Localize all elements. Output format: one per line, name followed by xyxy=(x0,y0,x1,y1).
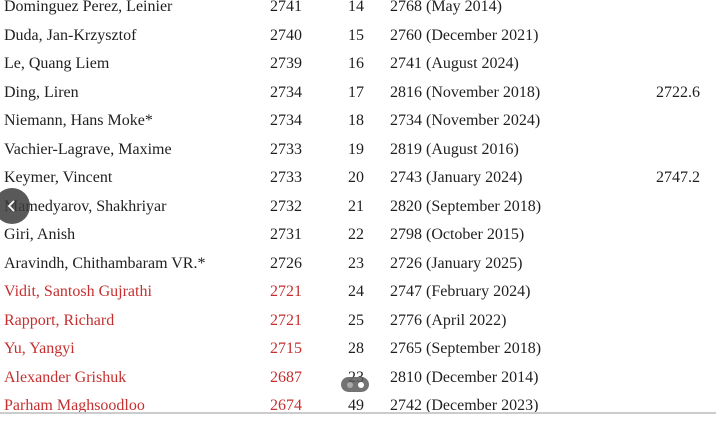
rating: 2740 xyxy=(270,26,302,44)
peak-rating: 2768 (May 2014) xyxy=(390,0,502,15)
peak-rating: 2734 (November 2024) xyxy=(390,112,541,129)
table-row: Le, Quang Liem 2739 16 2741 (August 2024) xyxy=(0,50,716,79)
peak-rating: 2820 (September 2018) xyxy=(390,197,542,215)
table-row: Vachier-Lagrave, Maxime 2733 19 2819 (Augus… xyxy=(0,136,716,165)
rank: 24 xyxy=(348,283,364,300)
rating: 2733 xyxy=(270,169,302,186)
table-row: Keymer, Vincent 2733 20 2743 (January 2024)… xyxy=(0,164,716,193)
table-row: Dominguez Perez, Leinier 2741 14 2768 (May … xyxy=(0,0,716,22)
table-row: Vidit, Santosh Gujrathi 2721 24 2747 (Febru… xyxy=(0,278,716,307)
table-row: Duda, Jan-Krzysztof 2740 15 2760 (December … xyxy=(0,22,716,51)
rating: 2721 xyxy=(270,283,302,300)
table-row: Yu, Yangyi 2715 28 2765 (September 2018) xyxy=(0,335,716,364)
player-name: Niemann, Hans Moke* xyxy=(4,112,153,129)
player-name: Dominguez Perez, Leinier xyxy=(4,0,173,15)
rank: 16 xyxy=(348,55,364,72)
divider xyxy=(0,412,716,414)
table-row: Giri, Anish 2731 22 2798 (October 2015) xyxy=(0,221,716,250)
player-name: Yu, Yangyi xyxy=(4,340,75,357)
table-row: Niemann, Hans Moke* 2734 18 2734 (November … xyxy=(0,107,716,136)
table-row: Mamedyarov, Shakhriyar 2732 21 2820 (Septem… xyxy=(0,193,716,222)
peak-rating: 2819 (August 2016) xyxy=(390,140,519,158)
peak-rating: 2765 (September 2018) xyxy=(390,340,542,357)
peak-rating: 2760 (December 2021) xyxy=(390,26,539,44)
rank: 25 xyxy=(348,311,364,329)
peak-rating: 2747 (February 2024) xyxy=(390,283,531,300)
peak-rating: 2743 (January 2024) xyxy=(390,169,523,186)
rank: 14 xyxy=(348,0,364,15)
peak-rating: 2810 (December 2014) xyxy=(390,368,539,386)
rating: 2734 xyxy=(270,83,302,101)
rank: 18 xyxy=(348,112,364,129)
player-name: Keymer, Vincent xyxy=(4,169,113,186)
player-name: Mamedyarov, Shakhriyar xyxy=(4,197,167,215)
rating: 2734 xyxy=(270,112,302,129)
player-name: Aravindh, Chithambaram VR.* xyxy=(4,254,206,272)
rating: 2721 xyxy=(270,311,302,329)
pager-dot-active[interactable] xyxy=(357,381,364,388)
player-name: Duda, Jan-Krzysztof xyxy=(4,26,137,44)
chevron-left-icon xyxy=(7,200,15,212)
back-button[interactable] xyxy=(0,188,30,224)
table-row: Parham Maghsoodloo 2674 49 2742 (December 2… xyxy=(0,392,716,421)
player-name: Giri, Anish xyxy=(4,226,76,243)
rank: 28 xyxy=(348,340,364,357)
peak-rating: 2816 (November 2018) xyxy=(390,83,541,101)
player-name: Parham Maghsoodloo xyxy=(4,397,145,414)
rank: 21 xyxy=(348,197,364,215)
rank: 15 xyxy=(348,26,364,44)
carousel-pager[interactable] xyxy=(341,377,369,392)
player-name: Vachier-Lagrave, Maxime xyxy=(4,140,172,158)
rating: 2732 xyxy=(270,197,302,215)
rating: 2726 xyxy=(270,254,302,272)
extra-value: 2722.6 xyxy=(656,83,700,101)
pager-dot[interactable] xyxy=(346,381,353,388)
player-name: Rapport, Richard xyxy=(4,311,115,329)
table-row: Ding, Liren 2734 17 2816 (November 2018) 272… xyxy=(0,79,716,108)
rating: 2674 xyxy=(270,397,302,414)
peak-rating: 2776 (April 2022) xyxy=(390,311,507,329)
rating: 2715 xyxy=(270,340,302,357)
rank: 20 xyxy=(348,169,364,186)
rank: 19 xyxy=(348,140,364,158)
player-name: Le, Quang Liem xyxy=(4,55,110,72)
player-name: Ding, Liren xyxy=(4,83,79,101)
peak-rating: 2741 (August 2024) xyxy=(390,55,519,72)
rating: 2687 xyxy=(270,368,302,386)
rating: 2739 xyxy=(270,55,302,72)
peak-rating: 2726 (January 2025) xyxy=(390,254,523,272)
peak-rating: 2742 (December 2023) xyxy=(390,397,539,414)
rating: 2741 xyxy=(270,0,302,15)
rank: 49 xyxy=(348,397,364,414)
table-row: Aravindh, Chithambaram VR.* 2726 23 2726 (J… xyxy=(0,250,716,279)
rank: 22 xyxy=(348,226,364,243)
table-row: Rapport, Richard 2721 25 2776 (April 2022) xyxy=(0,307,716,336)
rating: 2733 xyxy=(270,140,302,158)
peak-rating: 2798 (October 2015) xyxy=(390,226,525,243)
extra-value: 2747.2 xyxy=(656,169,700,186)
player-name: Vidit, Santosh Gujrathi xyxy=(4,283,152,300)
rank: 17 xyxy=(348,83,364,101)
player-name: Alexander Grishuk xyxy=(4,368,127,386)
rank: 23 xyxy=(348,254,364,272)
rating: 2731 xyxy=(270,226,302,243)
